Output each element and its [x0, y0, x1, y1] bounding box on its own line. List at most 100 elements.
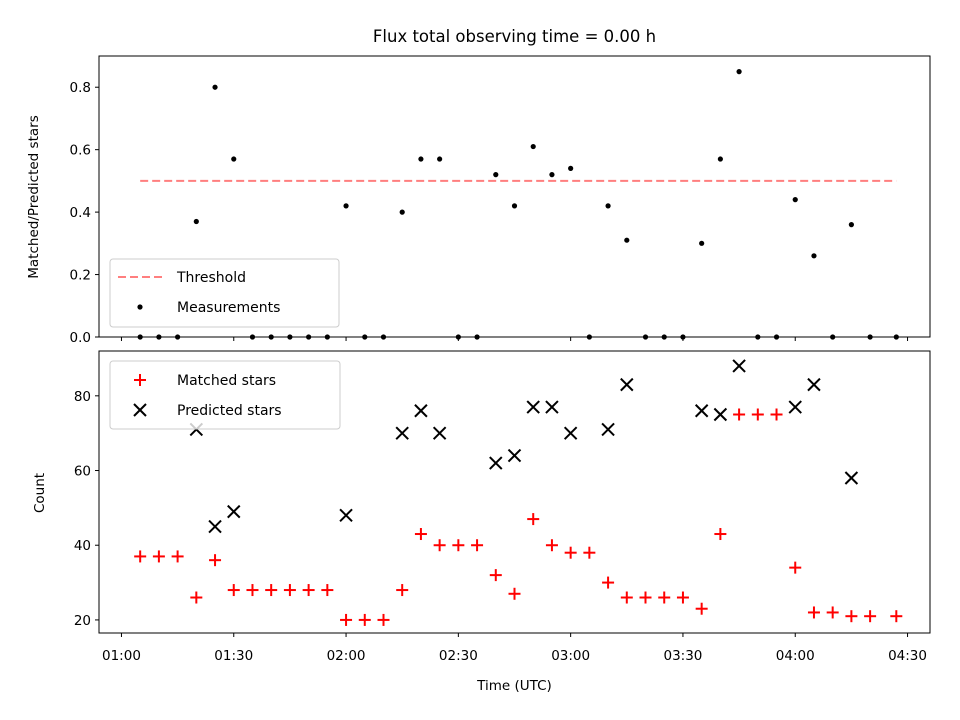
predicted-stars-point	[563, 426, 578, 440]
matched-stars-point	[227, 584, 240, 597]
legend-threshold-label: Threshold	[176, 270, 246, 286]
legend-measurements-swatch	[137, 304, 143, 310]
x-tick-label: 03:00	[551, 648, 590, 664]
measurement-point	[699, 240, 705, 246]
ratio-panel: 0.00.20.40.60.8 Matched/Predicted stars …	[26, 55, 931, 346]
matched-stars-point	[377, 613, 390, 626]
matched-stars-point	[246, 584, 259, 597]
measurement-point	[792, 197, 798, 203]
measurement-point	[156, 334, 162, 340]
legend-predicted-swatch	[133, 403, 147, 417]
predicted-stars-point	[339, 508, 353, 523]
predicted-stars-point	[545, 400, 559, 414]
predicted-stars-point	[208, 519, 222, 534]
matched-stars-point	[152, 550, 165, 563]
count-y-tick-label: 40	[74, 538, 91, 554]
matched-stars-point	[639, 591, 652, 604]
measurement-point	[306, 334, 312, 340]
matched-stars-point	[807, 606, 820, 619]
matched-stars-point	[396, 584, 409, 597]
measurement-point	[474, 334, 480, 340]
ratio-marks	[137, 69, 899, 340]
predicted-stars-point	[489, 456, 503, 470]
matched-stars-point	[864, 610, 877, 623]
matched-stars-point	[283, 584, 296, 597]
matched-stars-point	[789, 561, 802, 574]
count-y-tick-label: 80	[74, 389, 91, 405]
count-y-axis-label: Count	[32, 473, 48, 513]
count-y-ticks: 20 40 60 80	[74, 389, 99, 629]
matched-stars-point	[695, 602, 708, 615]
matched-stars-point	[265, 584, 278, 597]
matched-stars-point	[845, 610, 858, 623]
x-tick-label: 03:30	[663, 648, 702, 664]
measurement-point	[493, 172, 499, 178]
x-tick-label: 04:30	[888, 648, 927, 664]
matched-stars-point	[826, 606, 839, 619]
count-y-tick-label: 60	[74, 464, 91, 480]
matched-stars-point	[489, 569, 502, 582]
legend-matched-label: Matched stars	[177, 373, 276, 389]
matched-stars-point	[676, 591, 689, 604]
ratio-y-axis-label: Matched/Predicted stars	[26, 115, 42, 278]
measurement-point	[586, 334, 592, 340]
measurement-point	[661, 334, 667, 340]
predicted-stars-point	[414, 404, 428, 418]
count-marks	[134, 359, 903, 626]
predicted-stars-point	[694, 404, 709, 418]
measurement-point	[418, 156, 424, 162]
matched-stars-point	[414, 528, 427, 541]
x-axis-label: Time (UTC)	[476, 678, 552, 694]
predicted-stars-point	[601, 422, 615, 437]
x-tick-label: 01:30	[214, 648, 253, 664]
matched-stars-point	[134, 550, 147, 563]
predicted-stars-point	[526, 400, 540, 414]
matched-stars-point	[583, 546, 596, 559]
matched-stars-point	[321, 584, 334, 597]
predicted-stars-point	[713, 407, 728, 422]
measurement-point	[867, 334, 873, 340]
matched-stars-point	[433, 539, 446, 552]
measurement-point	[511, 203, 518, 209]
measurement-point	[642, 334, 649, 340]
measurement-point	[324, 334, 330, 340]
legend-predicted-label: Predicted stars	[177, 403, 282, 419]
predicted-stars-point	[227, 504, 241, 519]
measurement-point	[848, 222, 854, 228]
predicted-stars-point	[620, 377, 634, 392]
measurement-point	[549, 172, 555, 178]
measurement-point	[893, 334, 899, 340]
count-panel-frame	[98, 350, 931, 634]
matched-stars-point	[602, 576, 615, 589]
measurement-point	[249, 334, 256, 340]
ratio-panel-frame	[98, 55, 931, 338]
count-legend: Matched stars Predicted stars	[109, 360, 341, 430]
predicted-stars-point	[788, 400, 802, 414]
matched-stars-point	[340, 613, 353, 626]
measurement-point	[193, 218, 199, 225]
matched-stars-point	[620, 591, 633, 604]
ratio-y-tick-label: 0.0	[70, 330, 91, 346]
predicted-stars-point	[732, 359, 746, 373]
measurement-point	[437, 156, 443, 162]
ratio-y-ticks: 0.0 0.2 0.4 0.6 0.8	[70, 80, 99, 346]
measurement-point	[530, 143, 536, 150]
count-y-tick-label: 20	[74, 613, 91, 629]
matched-stars-point	[452, 539, 465, 552]
matched-stars-point	[171, 550, 184, 563]
measurement-point	[380, 334, 387, 340]
predicted-stars-point	[507, 448, 522, 463]
ratio-y-tick-label: 0.4	[70, 205, 91, 221]
matched-stars-point	[714, 528, 727, 541]
predicted-stars-point	[395, 426, 409, 440]
matched-stars-point	[564, 546, 577, 559]
measurement-point	[343, 203, 349, 209]
measurement-point	[680, 334, 686, 340]
matched-stars-point	[302, 584, 315, 597]
measurement-point	[830, 334, 836, 340]
measurement-point	[811, 253, 817, 259]
matched-stars-point	[733, 408, 746, 421]
measurement-point	[137, 334, 143, 340]
